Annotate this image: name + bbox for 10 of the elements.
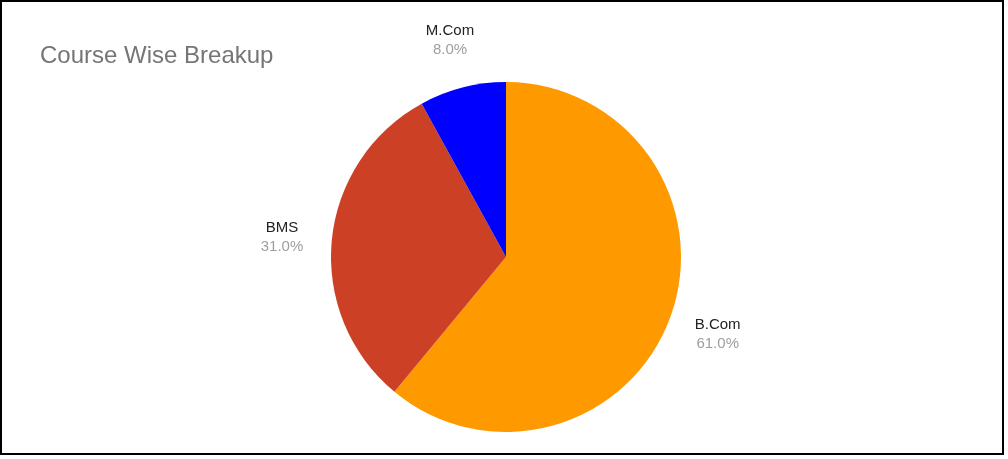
pie-slice [394,82,681,432]
data-label: 8.0% [432,40,468,58]
data-label: 61.0% [696,334,739,352]
pie-slice [331,103,506,392]
text: Course Wise Breakup [40,41,274,69]
slice-label: M.Com [425,21,475,39]
slice-label: BMS [265,217,299,235]
pie-slice [421,82,506,257]
slice-label: B.Com [694,315,741,333]
data-label: 31.0% [260,236,304,254]
